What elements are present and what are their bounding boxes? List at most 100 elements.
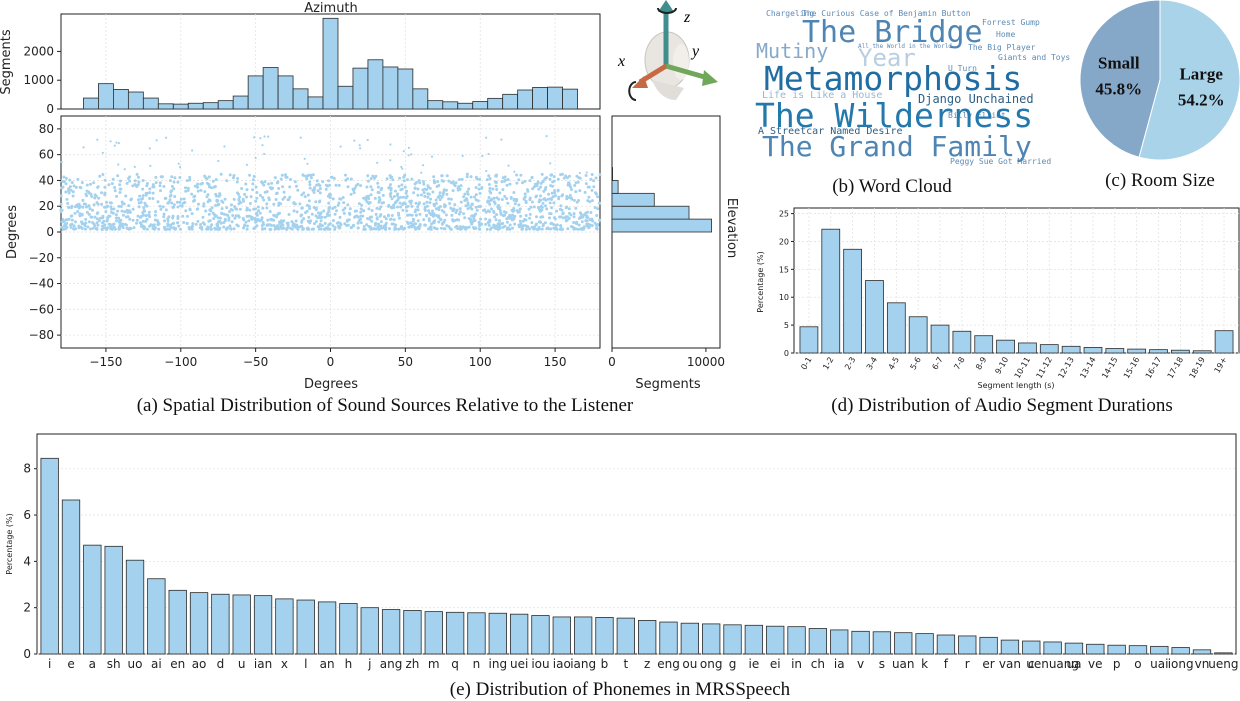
scatter-point	[68, 185, 72, 189]
scatter-point	[326, 184, 330, 188]
scatter-point	[316, 225, 320, 229]
scatter-point	[128, 217, 132, 221]
scatter-point	[81, 205, 85, 209]
scatter-point	[445, 188, 448, 192]
scatter-point	[569, 185, 572, 189]
scatter-point	[151, 191, 155, 195]
scatter-point	[170, 175, 174, 179]
scatter-point	[286, 221, 290, 225]
scatter-point	[452, 207, 456, 211]
scatter-point	[578, 176, 582, 180]
scatter-point	[169, 193, 173, 197]
scatter-point	[543, 221, 547, 225]
scatter-point	[137, 180, 141, 184]
scatter-point	[585, 171, 588, 174]
scatter-point	[346, 177, 350, 181]
scatter-point	[488, 177, 492, 180]
scatter-point	[389, 205, 393, 209]
scatter-point	[279, 219, 283, 223]
scatter-point	[293, 180, 297, 184]
scatter-point	[328, 206, 332, 209]
scatter-point	[215, 222, 219, 226]
phoneme-xtick-label: f	[944, 657, 949, 671]
scatter-point	[487, 196, 491, 199]
scatter-point	[299, 136, 302, 139]
duration-xtick-label: 6-7	[930, 356, 944, 372]
azimuth-bar	[472, 101, 489, 110]
azimuth-bar	[307, 96, 324, 110]
scatter-point	[73, 205, 77, 209]
scatter-point	[303, 195, 307, 199]
scatter-point	[474, 175, 478, 179]
scatter-point	[122, 202, 126, 206]
scatter-point	[182, 197, 186, 201]
phoneme-xtick-label: in	[791, 657, 802, 671]
scatter-point	[438, 198, 442, 202]
y-arrowhead	[702, 70, 718, 86]
wc-small-6: Peggy Sue Got Married	[950, 157, 1051, 166]
scatter-point	[560, 227, 564, 231]
scatter-point	[318, 187, 322, 191]
scatter-point	[594, 176, 598, 180]
scatter-point	[564, 174, 568, 178]
scatter-point	[118, 183, 122, 187]
scatter-point	[413, 187, 417, 190]
scatter-point	[331, 219, 335, 222]
scatter-point	[80, 227, 84, 230]
duration-bar	[1171, 349, 1190, 354]
scatter-point	[87, 204, 91, 208]
scatter-point	[572, 212, 576, 216]
phoneme-bar	[744, 624, 764, 655]
scatter-point	[447, 197, 451, 201]
scatter-point	[171, 214, 175, 218]
scatter-point	[464, 197, 468, 201]
scatter-point	[596, 195, 600, 199]
duration-bar	[1127, 348, 1147, 354]
scatter-point	[291, 222, 295, 226]
scatter-point	[215, 198, 219, 202]
scatter-point	[85, 210, 89, 214]
scatter-point	[404, 205, 408, 209]
durations-frame	[793, 207, 1240, 354]
scatter-point	[389, 191, 393, 195]
head-face	[673, 44, 689, 80]
scatter-point	[495, 188, 499, 191]
scatter-point	[64, 176, 68, 180]
scatter-point	[316, 189, 320, 193]
scatter-point	[307, 227, 311, 231]
scatter-point	[469, 195, 473, 199]
wc-small-1: Forrest Gump	[982, 18, 1040, 27]
scatter-point	[182, 221, 186, 224]
scatter-point	[67, 205, 70, 209]
scatter-point	[129, 227, 133, 231]
scatter-point	[549, 197, 553, 201]
scatter-point	[142, 206, 146, 210]
scatter-point	[151, 183, 155, 187]
scatter-point	[121, 226, 125, 230]
phoneme-bar	[574, 616, 593, 655]
scatter-point	[254, 220, 257, 224]
scatter-point	[463, 216, 467, 220]
scatter-point	[279, 177, 283, 181]
scatter-point	[248, 202, 252, 205]
scatter-point	[275, 181, 279, 185]
scatter-point	[109, 140, 112, 143]
elevation-bar	[611, 192, 655, 207]
scatter-point	[107, 183, 111, 187]
scatter-point	[201, 215, 205, 219]
scatter-point	[458, 225, 462, 229]
scatter-point	[320, 215, 324, 219]
scatter-point	[314, 206, 318, 210]
scatter-point	[255, 211, 259, 215]
scatter-point	[262, 183, 266, 187]
phoneme-bar	[424, 611, 443, 655]
scatter-point	[528, 196, 532, 200]
scatter-point	[359, 207, 363, 211]
scatter-point	[306, 193, 310, 197]
scatter-point	[543, 197, 547, 201]
scatter-point	[490, 207, 493, 211]
phoneme-xtick-label: ing	[489, 657, 508, 671]
scatter-point	[457, 212, 461, 216]
duration-xtick-label: 17-18	[1166, 356, 1185, 381]
scatter-point	[184, 209, 188, 213]
